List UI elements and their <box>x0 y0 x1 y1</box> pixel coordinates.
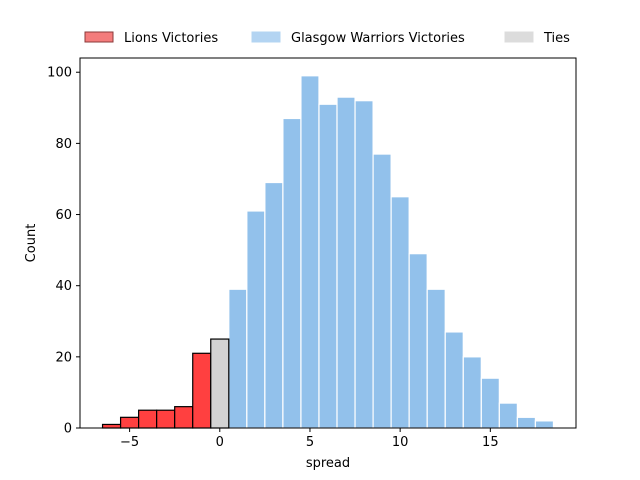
legend-label: Lions Victories <box>124 31 218 46</box>
histogram-bar <box>336 96 356 429</box>
histogram-bar <box>228 288 248 429</box>
y-tick-label: 20 <box>55 350 72 365</box>
bars-layer <box>101 75 555 429</box>
histogram-bar <box>192 352 212 429</box>
legend-swatch <box>84 31 114 43</box>
histogram-bar <box>138 409 158 429</box>
plot-frame <box>79 57 577 429</box>
histogram-bar <box>300 75 320 429</box>
histogram-bar <box>516 416 537 429</box>
x-axis-label: spread <box>306 456 350 471</box>
legend-swatch <box>504 31 534 43</box>
histogram-bar <box>480 377 500 429</box>
legend-entry: Lions Victories <box>84 31 218 46</box>
histogram-bar <box>498 402 518 429</box>
y-axis-label: Count <box>24 224 39 263</box>
histogram-bar <box>264 181 284 429</box>
histogram-bar <box>534 420 555 429</box>
legend-label: Glasgow Warriors Victories <box>291 31 465 46</box>
histogram-bar <box>462 356 482 429</box>
histogram-bar <box>101 423 122 429</box>
histogram-bar <box>390 196 410 429</box>
legend-label: Ties <box>543 31 570 46</box>
histogram-bar <box>318 103 338 429</box>
histogram-bar <box>210 338 230 429</box>
y-axis-ticks: 0 20 40 60 80 100 <box>47 66 80 437</box>
histogram-bar <box>119 416 140 429</box>
x-tick-label: 10 <box>392 435 409 450</box>
x-tick-label: 0 <box>216 435 224 450</box>
histogram-bar <box>246 210 266 429</box>
histogram-bar <box>408 253 428 429</box>
histogram-bar <box>354 100 374 429</box>
histogram-bar <box>444 331 464 429</box>
histogram-bar <box>372 153 392 429</box>
legend-swatch <box>251 31 281 43</box>
x-tick-label: 5 <box>306 435 314 450</box>
y-tick-label: 0 <box>64 422 72 437</box>
y-tick-label: 40 <box>55 279 72 294</box>
x-tick-label: 15 <box>482 435 499 450</box>
legend: Lions Victories Glasgow Warriors Victorie… <box>84 31 570 46</box>
histogram-bar <box>174 406 194 429</box>
y-tick-label: 60 <box>55 208 72 223</box>
y-tick-label: 80 <box>55 137 72 152</box>
x-axis-ticks: −5 0 5 10 15 <box>120 428 499 450</box>
histogram-bar <box>426 288 446 429</box>
legend-entry: Ties <box>504 31 570 46</box>
y-tick-label: 100 <box>47 66 72 81</box>
histogram-bar <box>156 409 176 429</box>
legend-entry: Glasgow Warriors Victories <box>251 31 465 46</box>
histogram-bar <box>282 117 302 429</box>
x-tick-label: −5 <box>120 435 139 450</box>
